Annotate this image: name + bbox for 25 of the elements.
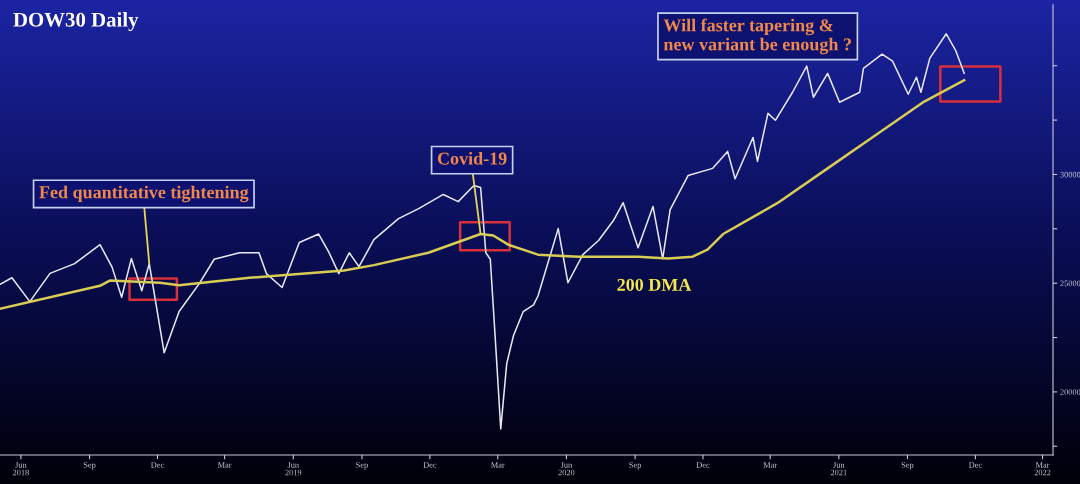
y-tick-label: 20000 xyxy=(1060,389,1080,395)
annotation: Fed quantitative tightening xyxy=(39,185,249,203)
x-tick-label: Dec xyxy=(151,462,164,468)
x-tick-label: Sep xyxy=(901,462,914,470)
x-tick-label: Sep xyxy=(629,462,642,470)
x-tick-label: Jun 2020 xyxy=(558,462,575,476)
y-tick-label: 25000 xyxy=(1060,280,1080,287)
x-tick-label: Jun 2021 xyxy=(830,462,847,476)
x-tick-label: Dec xyxy=(968,462,982,468)
chart-title: DOW30 Daily xyxy=(13,12,139,32)
x-tick-label: Sep xyxy=(83,462,96,470)
line-series xyxy=(0,79,966,311)
annotation: Covid-19 xyxy=(437,151,507,165)
x-tick-label: Sep xyxy=(356,462,368,470)
x-tick-label: Mar xyxy=(763,462,778,468)
annotation: Will faster tapering & new variant be enough ? xyxy=(663,18,851,55)
series-label: 200 DMA xyxy=(617,278,692,291)
x-tick-label: Jun 2018 xyxy=(12,462,29,476)
x-tick-label: Dec xyxy=(696,462,710,468)
x-tick-label: Mar xyxy=(217,462,232,468)
x-tick-label: Dec xyxy=(423,462,437,468)
y-tick-label: 30000 xyxy=(1060,171,1080,178)
x-tick-label: Jun 2019 xyxy=(285,462,302,476)
x-tick-label: Mar xyxy=(491,462,505,468)
x-tick-label: Mar 2022 xyxy=(1034,462,1051,476)
